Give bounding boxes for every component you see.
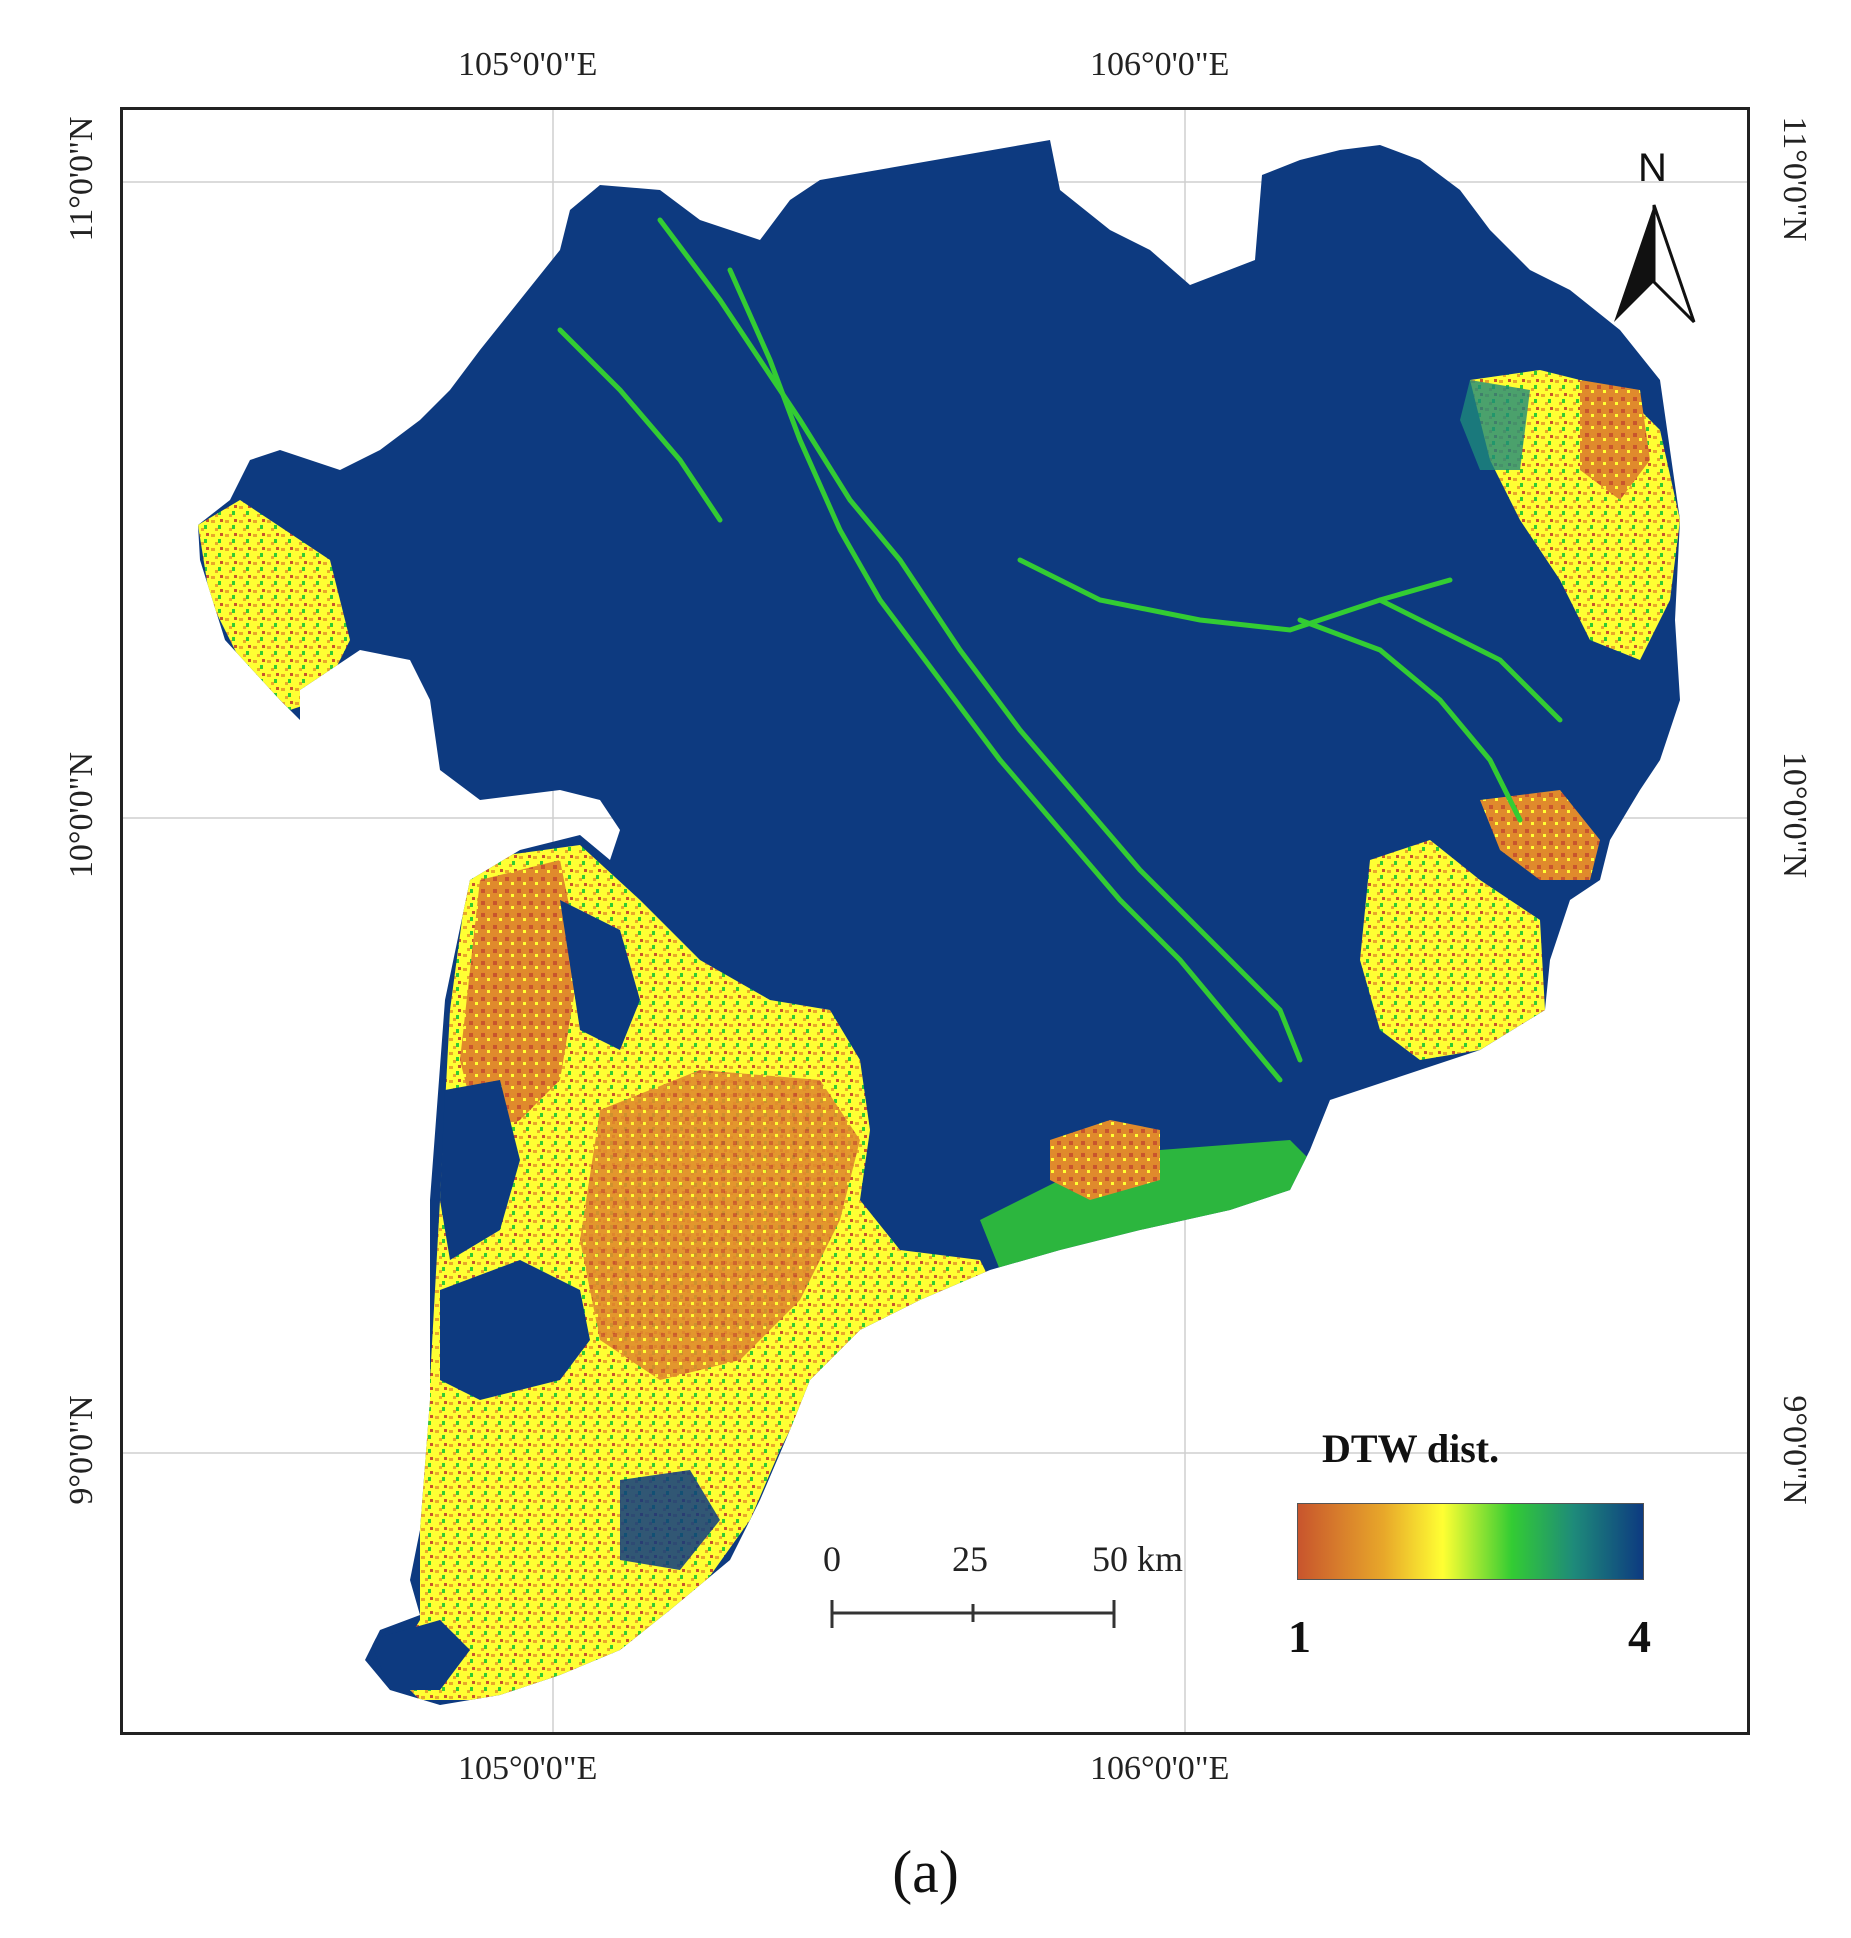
river-6: [557, 327, 723, 523]
lon-label-bottom-105: 105°0'0"E: [458, 1750, 598, 1787]
lat-label-right-11: 11°0'0"N: [1776, 116, 1813, 242]
river-4: [1297, 617, 1523, 823]
region-east-high: [1580, 380, 1650, 500]
lon-label-bottom-106: 106°0'0"E: [1090, 1750, 1230, 1787]
legend-color-ramp: [1297, 1503, 1644, 1580]
lat-label-right-10: 10°0'0"N: [1776, 751, 1813, 879]
legend-min-label: 1: [1288, 1611, 1311, 1662]
inner-patch-1: [440, 1080, 520, 1260]
region-east-teal: [1460, 380, 1530, 470]
scale-bar: [830, 1600, 1116, 1628]
lon-label-top-105: 105°0'0"E: [458, 46, 598, 83]
lat-label-left-11: 11°0'0"N: [63, 116, 100, 242]
lat-label-right-9: 9°0'0"N: [1776, 1395, 1813, 1505]
inner-patch-5: [370, 1620, 470, 1690]
region-northwest: [198, 500, 350, 710]
inner-patch-3: [560, 900, 640, 1050]
region-south-coast: [980, 1140, 1320, 1270]
river-1: [657, 217, 1303, 1063]
region-ca-mau-west-high: [460, 860, 580, 1140]
region-ca-mau-central-high: [580, 1070, 860, 1380]
lon-label-top-106: 106°0'0"E: [1090, 46, 1230, 83]
region-southeast-high: [1480, 790, 1600, 880]
lat-label-left-10: 10°0'0"N: [63, 751, 100, 879]
river-network: [557, 217, 1563, 1083]
inner-patch-4: [620, 1470, 720, 1570]
north-label: N: [1638, 146, 1667, 190]
scale-label-50: 50 km: [1092, 1539, 1184, 1579]
inner-patch-2: [440, 1260, 590, 1400]
scale-label-0: 0: [823, 1539, 841, 1579]
region-south-coast-high: [1050, 1120, 1160, 1200]
region-southeast: [1360, 840, 1545, 1060]
river-2: [727, 267, 1283, 1083]
dtw-raster: [198, 140, 1680, 1705]
north-arrow-icon: [1614, 204, 1696, 324]
river-5: [1377, 597, 1563, 723]
lat-label-left-9: 9°0'0"N: [63, 1395, 100, 1505]
figure-caption: (a): [892, 1839, 959, 1905]
river-3: [1017, 557, 1453, 633]
scale-label-25: 25: [952, 1539, 988, 1579]
legend-max-label: 4: [1628, 1611, 1651, 1662]
legend-title: DTW dist.: [1322, 1426, 1500, 1471]
